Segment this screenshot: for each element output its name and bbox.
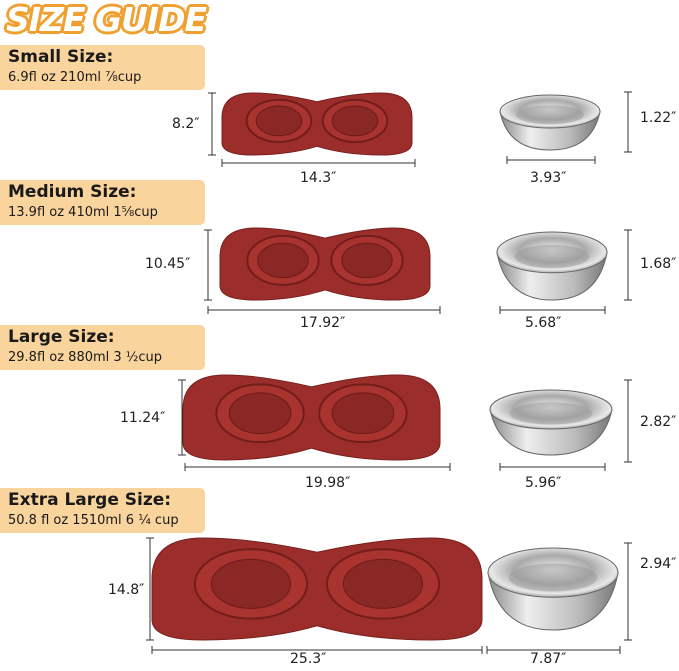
- mat-width-line: [207, 306, 441, 314]
- size-label-2: Large Size: 29.8fl oz 880ml 3 ½cup: [0, 325, 205, 370]
- size-label-0: Small Size: 6.9fl oz 210ml ⅞cup: [0, 45, 205, 90]
- mat-width-line: [151, 646, 483, 654]
- size-name: Large Size:: [8, 327, 115, 347]
- bowl-height-label: 1.68″: [640, 256, 677, 272]
- bowl-width-line: [486, 646, 621, 654]
- bowl-width-label: 7.87″: [530, 651, 567, 667]
- mat-height-label: 14.8″: [108, 582, 145, 598]
- mat-height-line: [204, 229, 212, 301]
- bowl-holder-inner: [257, 242, 309, 279]
- size-capacity: 50.8 fl oz 1510ml 6 ¼ cup: [8, 513, 179, 528]
- bowl-holder-inner: [331, 105, 379, 137]
- bowl-holder-inner: [210, 558, 292, 609]
- size-name: Small Size:: [8, 47, 114, 67]
- bowl-height-line: [624, 91, 632, 153]
- bowl-height-line: [624, 542, 632, 641]
- bowl-width-line: [499, 306, 606, 314]
- mat-width-label: 25.3″: [290, 651, 327, 667]
- bowl-width-label: 5.96″: [525, 475, 562, 491]
- bowl-holder-inner: [342, 558, 424, 609]
- bowl-holder-inner: [331, 392, 395, 435]
- bowl-height-line: [624, 379, 632, 463]
- size-name: Medium Size:: [8, 182, 137, 202]
- size-capacity: 29.8fl oz 880ml 3 ½cup: [8, 350, 163, 365]
- size-name: Extra Large Size:: [8, 490, 172, 510]
- mat-width-line: [221, 159, 416, 167]
- bowl-width-label: 5.68″: [525, 315, 562, 331]
- steel-bowl-bottom: [508, 563, 598, 592]
- steel-bowl-bottom: [509, 402, 593, 425]
- size-guide-title: SIZE GUIDE: [6, 0, 207, 39]
- mat-width-label: 17.92″: [300, 315, 346, 331]
- mat-height-line: [146, 537, 154, 641]
- bowl-height-label: 2.94″: [640, 556, 677, 572]
- mat-height-label: 10.45″: [145, 256, 191, 272]
- mat-height-line: [208, 92, 216, 156]
- bowl-height-line: [624, 229, 632, 301]
- size-capacity: 13.9fl oz 410ml 1⅝cup: [8, 205, 158, 220]
- mat-height-line: [178, 379, 186, 456]
- size-label-1: Medium Size: 13.9fl oz 410ml 1⅝cup: [0, 180, 205, 225]
- bowl-height-label: 2.82″: [640, 414, 677, 430]
- bowl-holder-inner: [341, 242, 393, 279]
- bowl-width-line: [499, 463, 606, 471]
- mat-height-label: 8.2″: [172, 116, 200, 132]
- bowl-holder-inner: [255, 105, 303, 137]
- size-capacity: 6.9fl oz 210ml ⅞cup: [8, 70, 142, 85]
- bowl-width-line: [506, 156, 596, 164]
- mat-width-line: [184, 463, 451, 471]
- mat-width-label: 19.98″: [305, 475, 351, 491]
- size-label-3: Extra Large Size: 50.8 fl oz 1510ml 6 ¼ c…: [0, 488, 205, 533]
- bowl-width-label: 3.93″: [530, 170, 567, 186]
- mat-width-label: 14.3″: [300, 170, 337, 186]
- bowl-height-label: 1.22″: [640, 110, 677, 126]
- steel-bowl-bottom: [514, 244, 590, 269]
- mat-height-label: 11.24″: [120, 410, 166, 426]
- steel-bowl-bottom: [516, 105, 584, 125]
- bowl-holder-inner: [228, 392, 292, 435]
